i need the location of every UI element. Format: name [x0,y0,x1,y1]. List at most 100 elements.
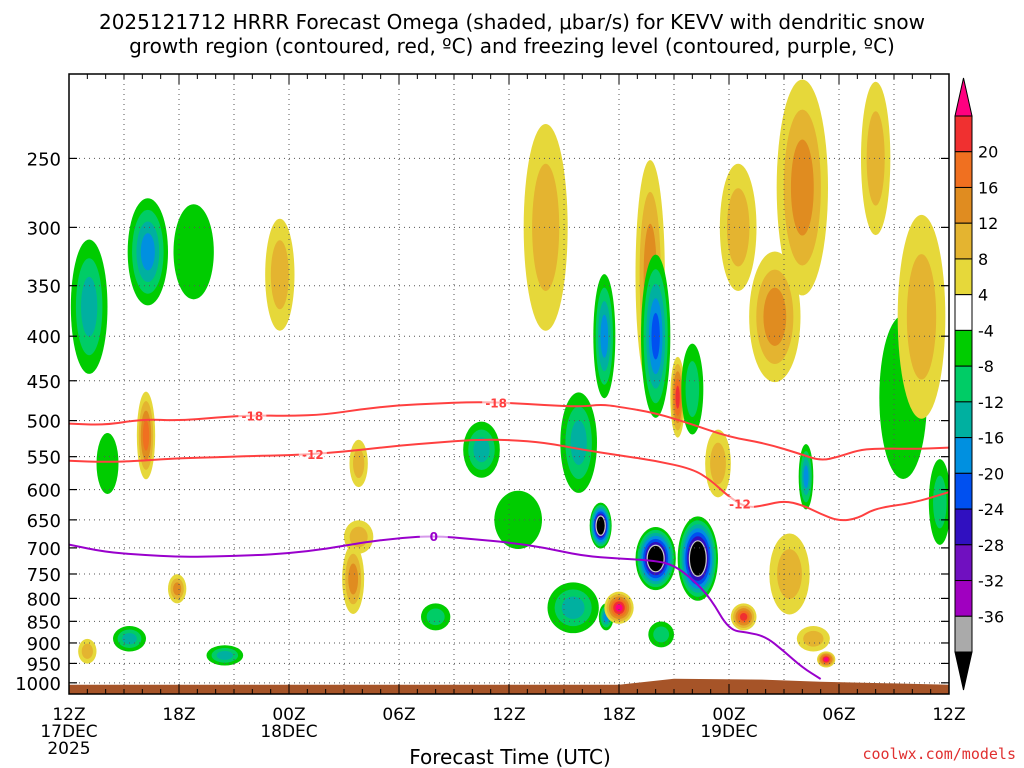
colorbar-bottom-arrow [954,651,973,691]
temperature-contours: -18 -18 -12 -12 0 [69,395,949,680]
x-date-0: 17DEC [40,722,97,742]
colorbar-label-12: -32 [978,572,1004,591]
colorbar-swatch-12 [954,544,973,582]
y-tick-1000: 1000 [15,674,61,695]
y-tick-900: 900 [27,634,61,655]
omega-cell-8 [206,645,244,666]
omega-cell-0 [70,239,108,374]
colorbar-swatch-6 [954,329,973,367]
y-tick-300: 300 [27,218,61,239]
omega-cell-3 [113,625,146,652]
omega-cell-32 [730,603,757,631]
omega-cell-12 [344,520,374,554]
y-tick-400: 400 [27,327,61,348]
colorbar-swatch-14 [954,615,973,653]
y-tick-950: 950 [27,654,61,675]
x-tick-12: 00Z [272,705,305,725]
colorbar-swatch-11 [954,508,973,546]
omega-cell-1 [96,433,119,494]
omega-cell-2 [78,638,97,664]
colorbar-top-arrow [954,77,973,117]
x-axis-label: Forecast Time (UTC) [409,745,611,768]
colorbar-swatch-3 [954,222,973,260]
omega-cell-38 [817,651,836,668]
contour-label-dgz-minus18-0: -18 [241,409,263,423]
omega-cell-26 [648,621,675,648]
omega-cell-25 [635,526,676,591]
colorbar-label-13: -36 [978,607,1004,626]
omega-cell-24 [641,254,671,418]
omega-cell-7 [173,204,214,300]
omega-cell-17 [560,392,598,493]
y-tick-700: 700 [27,539,61,560]
colorbar-label-7: -12 [978,393,1004,412]
colorbar: 20 16 12 8 4 -4 -8 -12 -16 -20 -24 -28 -32 -36 [954,77,1004,691]
omega-cell-13 [421,603,451,631]
omega-cell-39 [861,81,891,236]
omega-cell-29 [681,343,704,435]
y-axis: 2503003504004505005506006507007508008509… [15,149,949,695]
y-tick-800: 800 [27,589,61,610]
chart-title-line1: 2025121712 HRRR Forecast Omega (shaded, … [99,10,925,34]
colorbar-label-9: -20 [978,464,1004,483]
omega-cell-42 [928,459,949,545]
colorbar-label-11: -28 [978,536,1004,555]
omega-cell-35 [776,79,828,296]
x-date-36: 19DEC [700,722,757,742]
colorbar-label-3: 8 [978,250,988,269]
omega-cell-41 [897,214,946,419]
colorbar-swatch-0 [954,115,973,153]
contour-label-dgz-minus12-1: -12 [729,498,751,512]
x-date-12: 18DEC [260,722,317,742]
colorbar-label-5: -4 [978,321,994,340]
colorbar-label-10: -24 [978,500,1004,519]
omega-cell-5 [136,391,156,480]
x-tick-24: 12Z [492,705,525,725]
colorbar-swatch-5 [954,294,973,331]
x-tick-36: 00Z [712,705,745,725]
colorbar-label-1: 16 [978,178,998,197]
colorbar-label-6: -8 [978,357,994,376]
y-tick-350: 350 [27,277,61,298]
omega-cell-6 [168,574,187,604]
contour-label-dgz-minus12-0: -12 [302,448,324,462]
x-tick-18: 06Z [382,705,415,725]
y-tick-550: 550 [27,448,61,469]
y-tick-500: 500 [27,412,61,433]
x-tick-42: 06Z [822,705,855,725]
omega-cell-33 [749,251,801,383]
omega-shading [70,79,949,668]
colorbar-label-0: 20 [978,143,998,162]
colorbar-swatch-9 [954,437,973,474]
omega-cell-16 [523,124,568,331]
y-tick-600: 600 [27,481,61,502]
y-tick-650: 650 [27,511,61,532]
y-tick-750: 750 [27,565,61,586]
omega-cell-14 [463,421,500,478]
chart-title-line2: growth region (contoured, red, ºC) and f… [129,34,895,58]
colorbar-swatch-8 [954,401,973,439]
x-tick-6: 18Z [162,705,195,725]
omega-cell-11 [349,439,368,488]
x-year-0: 2025 [47,739,90,759]
omega-cell-22 [604,591,634,624]
omega-cell-20 [589,502,612,549]
gridlines [68,74,950,694]
colorbar-label-2: 12 [978,214,998,233]
contour-label-dgz-minus18-1: -18 [485,397,507,411]
y-tick-250: 250 [27,149,61,170]
colorbar-swatch-1 [954,151,973,188]
omega-cell-36 [798,444,814,510]
colorbar-swatch-2 [954,186,973,224]
omega-cell-10 [342,544,365,614]
x-tick-30: 18Z [602,705,635,725]
colorbar-label-4: 4 [978,286,988,305]
y-tick-850: 850 [27,612,61,633]
y-tick-450: 450 [27,372,61,393]
omega-cell-4 [127,198,168,306]
omega-cell-27 [670,356,686,438]
omega-cell-37 [796,625,830,652]
omega-cell-15 [494,490,542,550]
colorbar-swatch-7 [954,365,973,403]
